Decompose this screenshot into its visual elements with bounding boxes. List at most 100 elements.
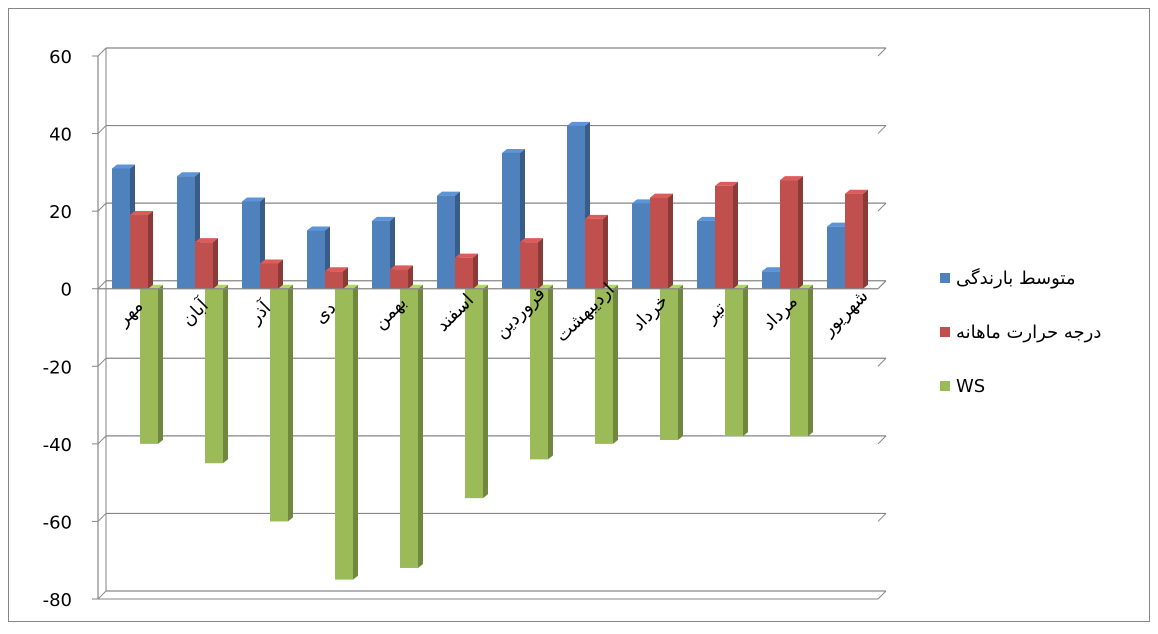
bar-ws-front — [140, 288, 158, 444]
bar-rainfall-top — [242, 197, 265, 202]
bar-temperature — [845, 189, 868, 289]
bar-ws-side — [158, 284, 163, 444]
bar-ws-side — [808, 284, 813, 437]
bar-temperature-front — [390, 269, 408, 289]
bar-rainfall-top — [697, 216, 720, 221]
bar-ws-side — [743, 284, 748, 437]
bar-ws — [140, 284, 163, 444]
bar-ws-front — [270, 288, 288, 522]
bar-temperature — [455, 253, 478, 289]
gridline-depth-right — [877, 357, 887, 367]
bar-ws-side — [613, 284, 618, 444]
bar-temperature-top — [195, 238, 218, 243]
bar-rainfall-front — [762, 271, 780, 289]
bar-temperature-front — [780, 180, 798, 289]
bar-rainfall-front — [372, 220, 390, 289]
gridline-depth — [97, 357, 107, 367]
legend-label-temperature: درجه حرارت ماهانه — [956, 321, 1102, 343]
bar-temperature-top — [585, 214, 608, 219]
bar-ws-side — [678, 284, 683, 440]
bar-temperature-side — [343, 267, 348, 289]
bar-rainfall-top — [437, 191, 460, 196]
bar-rainfall-front — [697, 220, 715, 289]
bars — [112, 121, 868, 580]
bar-temperature-front — [195, 242, 213, 289]
bar-ws — [790, 284, 813, 437]
y-tick-label: -40 — [43, 435, 72, 456]
bar-temperature — [195, 238, 218, 289]
bar-temperature-side — [408, 265, 413, 289]
bar-temperature-side — [213, 238, 218, 289]
bar-temperature-top — [650, 193, 673, 198]
y-tick-label: -60 — [43, 512, 72, 533]
bar-ws — [335, 284, 358, 580]
bar-ws-front — [790, 288, 808, 437]
legend-label-ws: WS — [956, 375, 986, 397]
legend-label-rainfall: متوسط بارندگی — [956, 267, 1076, 289]
bar-rainfall-top — [502, 148, 525, 153]
gridline-depth — [97, 202, 107, 212]
bar-temperature-front — [325, 271, 343, 289]
bar-ws-side — [548, 284, 553, 460]
gridline-depth-right — [877, 435, 887, 445]
bar-ws — [725, 284, 748, 437]
bar-temperature-front — [715, 185, 733, 289]
bar-ws-side — [223, 284, 228, 464]
bar-temperature-front — [130, 215, 148, 289]
bar-ws — [660, 284, 683, 440]
bar-temperature — [780, 176, 803, 289]
bar-ws-front — [465, 288, 483, 499]
gridline-depth — [97, 513, 107, 522]
legend-item-rainfall: متوسط بارندگی — [940, 267, 1150, 289]
bar-temperature-side — [733, 181, 738, 289]
bar-rainfall-front — [502, 152, 520, 289]
bar-temperature-side — [863, 189, 868, 289]
bar-ws-side — [418, 284, 423, 568]
bar-rainfall-front — [567, 125, 585, 289]
bar-ws-front — [335, 288, 353, 580]
bar-temperature — [390, 265, 413, 289]
bar-temperature-front — [520, 242, 538, 289]
bar-temperature — [130, 211, 153, 289]
bar-temperature-front — [585, 218, 603, 289]
bar-temperature-top — [845, 189, 868, 194]
bar-temperature-front — [260, 263, 278, 289]
bar-ws — [205, 284, 228, 464]
bar-rainfall-front — [827, 226, 845, 289]
bar-ws-front — [595, 288, 613, 444]
gridlines: 60 40 20 0 -20 -40 -60 -80 — [43, 47, 887, 611]
y-tick-label: 20 — [49, 202, 72, 223]
bar-rainfall-top — [762, 267, 785, 272]
bar-temperature — [260, 259, 283, 289]
y-tick-label: 0 — [61, 280, 72, 301]
gridline-depth — [97, 590, 107, 600]
gridline-depth-right — [877, 125, 887, 134]
gridline-depth-right — [877, 513, 887, 522]
bar-temperature-top — [455, 253, 478, 258]
bar-ws-front — [660, 288, 678, 440]
bar-temperature-side — [538, 238, 543, 289]
bar-temperature-front — [650, 197, 668, 289]
x-axis-depth — [877, 280, 887, 290]
x-tick-label: شهریور — [817, 285, 872, 340]
bar-ws-side — [288, 284, 293, 522]
legend-swatch-temperature — [940, 327, 950, 337]
gridline-depth-right — [877, 47, 887, 57]
bar-temperature — [715, 181, 738, 289]
y-tick-label: 40 — [49, 125, 72, 146]
legend: متوسط بارندگی درجه حرارت ماهانه WS — [940, 268, 1150, 430]
bar-rainfall-top — [307, 226, 330, 231]
gridline-depth — [97, 125, 107, 134]
bar-rainfall-top — [827, 222, 850, 227]
bar-temperature-top — [260, 259, 283, 264]
bar-temperature-front — [455, 257, 473, 289]
bar-temperature-top — [715, 181, 738, 186]
bar-temperature-side — [278, 259, 283, 289]
legend-item-ws: WS — [940, 375, 1150, 397]
chart-frame — [8, 8, 1150, 622]
bar-ws — [400, 284, 423, 568]
bar-ws-front — [400, 288, 418, 568]
legend-swatch-rainfall — [940, 273, 950, 283]
